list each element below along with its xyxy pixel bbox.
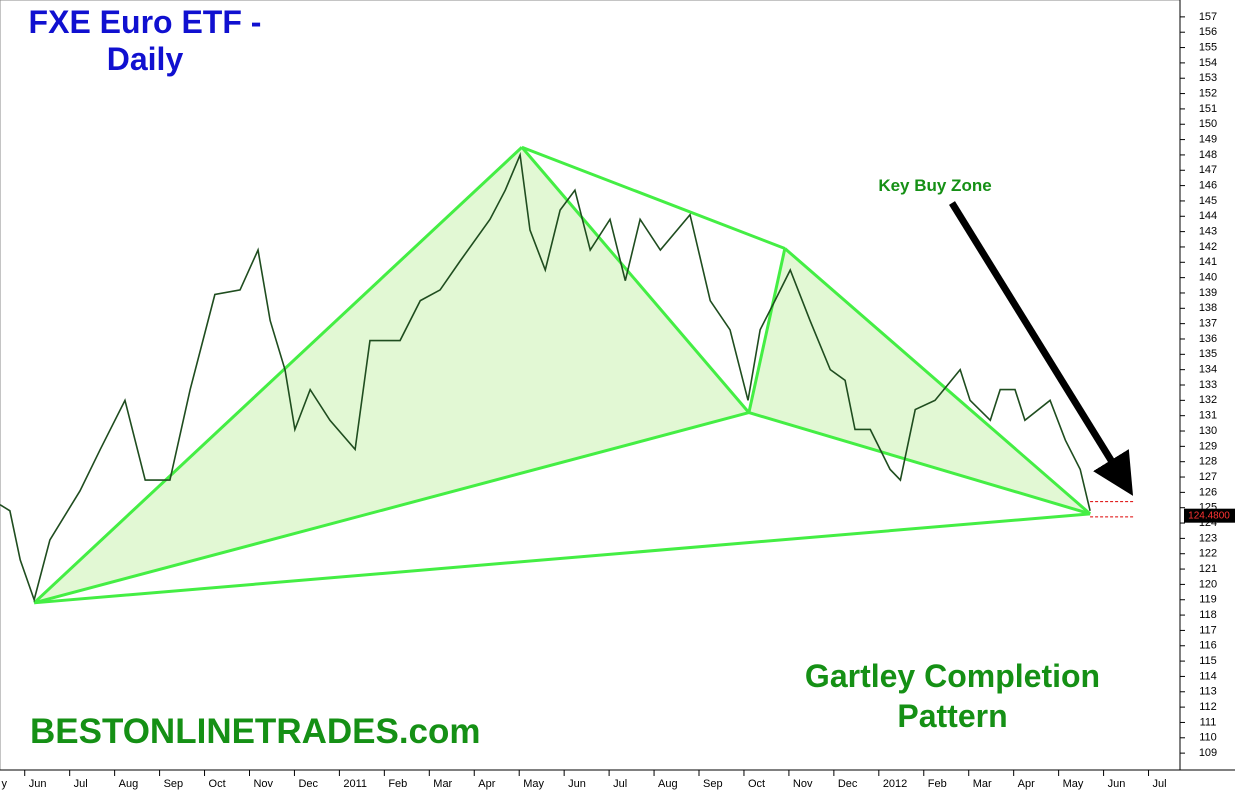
y-tick-label: 117 <box>1199 624 1217 636</box>
y-tick-label: 121 <box>1199 563 1217 575</box>
x-tick-label: Sep <box>703 778 723 790</box>
x-tick-label: Nov <box>793 778 813 790</box>
x-tick-label: Jun <box>568 778 586 790</box>
y-tick-label: 152 <box>1199 87 1217 99</box>
price-line <box>0 151 1091 603</box>
y-tick-label: 145 <box>1199 195 1217 207</box>
y-tick-label: 109 <box>1199 747 1217 759</box>
y-tick-label: 151 <box>1199 103 1217 115</box>
arrow <box>949 201 1134 496</box>
x-tick-label: Aug <box>658 778 678 790</box>
y-tick-label: 157 <box>1199 11 1217 23</box>
y-tick-label: 138 <box>1199 302 1217 314</box>
pattern-leg <box>34 512 1091 605</box>
pattern-fill <box>34 147 749 603</box>
pattern-leg <box>747 248 787 413</box>
y-tick-label: 139 <box>1199 287 1217 299</box>
y-tick-label: 148 <box>1199 149 1217 161</box>
y-tick-label: 115 <box>1199 655 1217 667</box>
y-tick-label: 146 <box>1199 180 1217 192</box>
y-tick-label: 123 <box>1199 532 1217 544</box>
watermark: BESTONLINETRADES.com <box>30 712 481 751</box>
layer: 109 110 111 112 113 114 115 116 117 118 119 120 121 1… <box>0 11 1217 790</box>
y-tick-label: 127 <box>1199 471 1217 483</box>
x-tick-label: Sep <box>164 778 184 790</box>
annotation: Key Buy Zone <box>878 176 992 195</box>
x-tick-label: Feb <box>388 778 407 790</box>
last-price-box <box>1184 508 1235 523</box>
chart-title: FXE Euro ETF - Daily <box>28 4 262 77</box>
y-tick-label: 118 <box>1199 609 1217 621</box>
x-tick-label: Nov <box>253 778 273 790</box>
y-tick-label: 131 <box>1199 410 1217 422</box>
x-tick-label: Feb <box>928 778 947 790</box>
y-tick-label: 153 <box>1199 72 1217 84</box>
y-tick-label: 156 <box>1199 26 1217 38</box>
x-tick-label: Oct <box>748 778 765 790</box>
y-tick-label: 154 <box>1199 57 1217 69</box>
y-tick-label: 137 <box>1199 318 1217 330</box>
y-tick-label: 140 <box>1199 272 1217 284</box>
y-tick-label: 120 <box>1199 578 1217 590</box>
x-tick-label: y <box>2 778 8 790</box>
y-tick-label: 129 <box>1199 440 1217 452</box>
x-tick-label: Apr <box>478 778 495 790</box>
pattern-leg <box>520 146 751 414</box>
y-tick-label: 141 <box>1199 256 1217 268</box>
y-tick-label: 119 <box>1199 594 1217 606</box>
x-tick-label: 2011 <box>343 778 367 790</box>
y-tick-label: 144 <box>1199 210 1217 222</box>
y-tick-label: 128 <box>1199 456 1217 468</box>
y-tick-label: 112 <box>1199 701 1217 713</box>
y-tick-label: 126 <box>1199 486 1217 498</box>
x-tick-label: Jul <box>613 778 627 790</box>
x-tick-label: Aug <box>119 778 139 790</box>
y-tick-label: 116 <box>1199 640 1217 652</box>
x-tick-label: Dec <box>298 778 318 790</box>
pattern-label: Gartley Completion Pattern <box>804 658 1101 734</box>
y-tick-label: 133 <box>1199 379 1217 391</box>
y-tick-label: 111 <box>1200 716 1217 728</box>
pattern-leg <box>33 411 750 605</box>
pattern-leg <box>521 145 786 250</box>
x-tick-label: Mar <box>433 778 452 790</box>
x-tick-label: Dec <box>838 778 858 790</box>
y-tick-label: 155 <box>1199 41 1217 53</box>
pattern-fill <box>748 248 1091 514</box>
x-tick-label: May <box>1063 778 1084 790</box>
y-tick-label: 143 <box>1199 226 1217 238</box>
y-tick-label: 130 <box>1199 425 1217 437</box>
y-tick-label: 110 <box>1199 732 1217 744</box>
y-tick-label: 134 <box>1199 364 1217 376</box>
x-tick-label: Jul <box>1153 778 1167 790</box>
y-tick-label: 135 <box>1199 348 1217 360</box>
y-tick-label: 147 <box>1199 164 1217 176</box>
y-tick-label: 113 <box>1199 686 1217 698</box>
y-tick-label: 149 <box>1199 133 1217 145</box>
x-tick-label: Jun <box>1108 778 1126 790</box>
pattern-leg <box>748 411 1091 516</box>
last-price-label: 124.4800 <box>1188 510 1230 521</box>
y-tick-label: 114 <box>1199 670 1217 682</box>
pattern-leg <box>783 247 1092 515</box>
y-tick-label: 142 <box>1199 241 1217 253</box>
x-tick-label: Jun <box>29 778 47 790</box>
x-tick-label: May <box>523 778 544 790</box>
x-tick-label: Jul <box>74 778 88 790</box>
y-tick-label: 150 <box>1199 118 1217 130</box>
x-tick-label: Apr <box>1018 778 1035 790</box>
x-tick-label: Mar <box>973 778 992 790</box>
x-tick-label: 2012 <box>883 778 907 790</box>
y-tick-label: 136 <box>1199 333 1217 345</box>
x-tick-label: Oct <box>209 778 226 790</box>
y-tick-label: 122 <box>1199 548 1217 560</box>
y-tick-label: 132 <box>1199 394 1217 406</box>
pattern-leg <box>33 146 523 604</box>
